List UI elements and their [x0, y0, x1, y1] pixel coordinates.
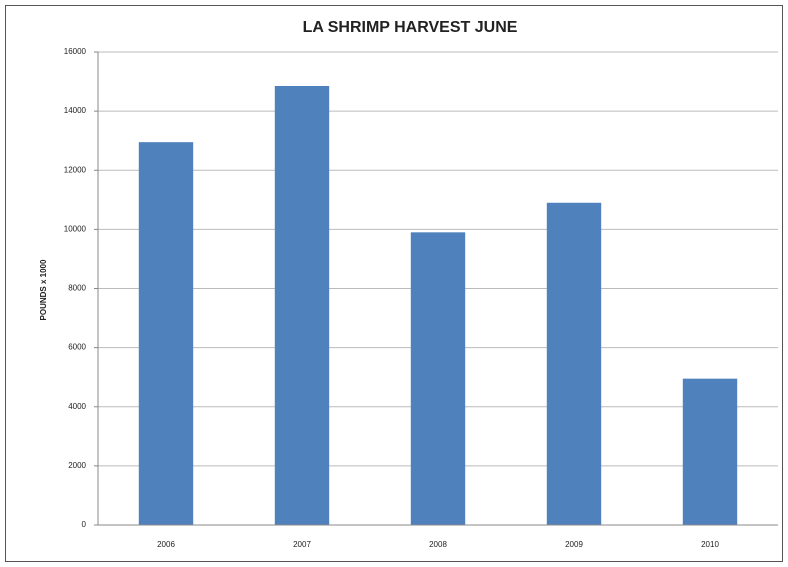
y-tick-label: 2000 [68, 461, 86, 470]
bar [410, 232, 466, 526]
bar [138, 142, 194, 525]
x-tick-label: 2006 [157, 540, 175, 549]
bar [682, 378, 738, 525]
bar [546, 202, 602, 526]
chart-title: LA SHRIMP HARVEST JUNE [303, 19, 518, 36]
chart-border [5, 5, 783, 562]
x-tick-label: 2009 [565, 540, 583, 549]
y-tick-label: 16000 [64, 47, 87, 56]
y-tick-label: 12000 [64, 165, 87, 174]
y-tick-label: 8000 [68, 284, 86, 293]
y-tick-label: 14000 [64, 106, 87, 115]
bar [274, 85, 330, 525]
y-axis-label: POUNDS x 1000 [39, 259, 48, 320]
x-tick-label: 2008 [429, 540, 447, 549]
y-tick-label: 10000 [64, 224, 87, 233]
x-tick-label: 2010 [701, 540, 719, 549]
y-tick-label: 6000 [68, 343, 86, 352]
y-tick-label: 0 [82, 520, 87, 529]
y-tick-label: 4000 [68, 402, 86, 411]
x-tick-label: 2007 [293, 540, 311, 549]
